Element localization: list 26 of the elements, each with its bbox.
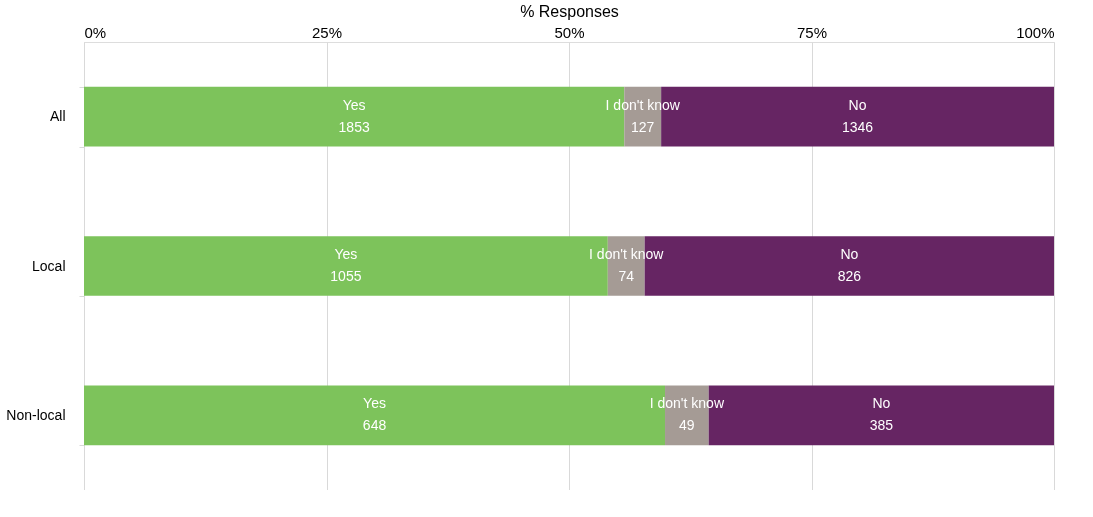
annotation: 1853: [338, 118, 370, 135]
annotation: 74: [618, 268, 635, 284]
series-label: Yes: [363, 395, 386, 412]
y-tick-label: Local: [32, 257, 66, 274]
text: Yes: [342, 96, 366, 113]
x-axis-title: % Responses: [520, 2, 619, 20]
annotation: 826: [837, 268, 862, 284]
annotation: 127: [631, 118, 655, 135]
series-label: No: [872, 395, 891, 412]
text: No: [840, 246, 859, 262]
text: I don't know: [605, 96, 680, 113]
text: No: [848, 96, 867, 113]
annotation: 1055: [330, 268, 362, 284]
x-tick-label: 25%: [311, 23, 343, 41]
text: I don't know: [589, 246, 664, 262]
x-tick-label: 50%: [554, 23, 585, 41]
annotation: 49: [679, 417, 695, 434]
text: Yes: [334, 246, 358, 262]
y-tick-label: All: [49, 108, 66, 125]
y-tick-label: Non-local: [6, 406, 66, 423]
x-tick-label: 100%: [1016, 23, 1055, 41]
annotation: 1346: [842, 118, 874, 135]
annotation: 385: [869, 417, 894, 434]
x-tick-label: 0%: [84, 23, 107, 41]
x-tick-label: 75%: [796, 23, 828, 41]
annotation: 648: [362, 417, 387, 434]
